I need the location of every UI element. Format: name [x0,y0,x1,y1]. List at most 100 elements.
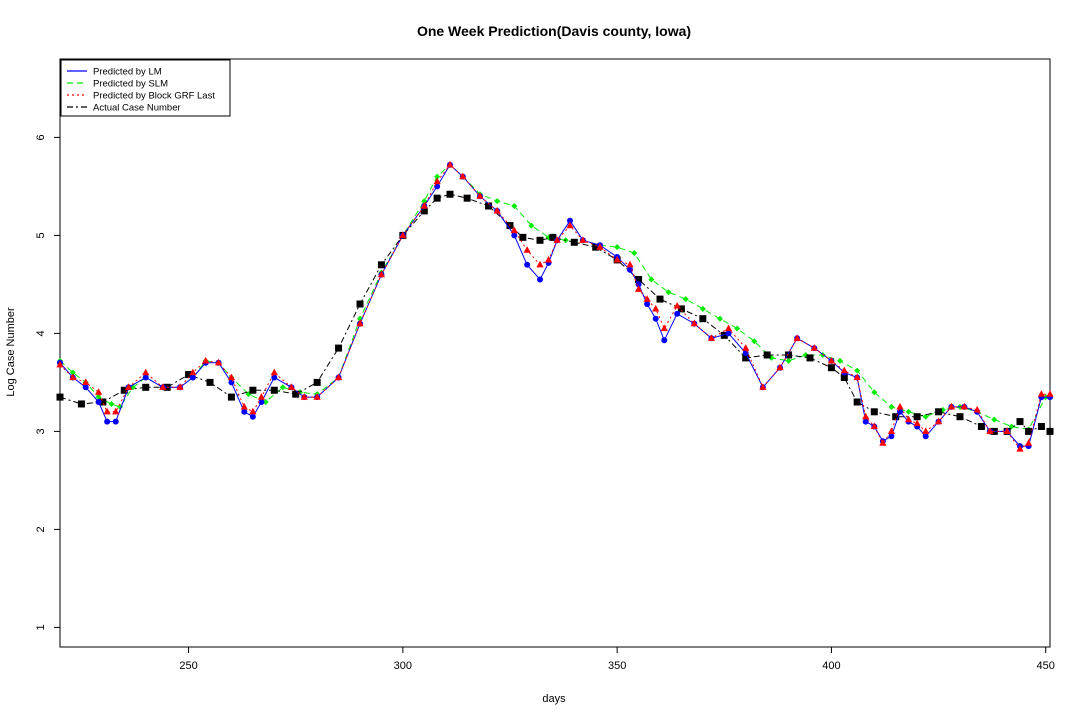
data-point [634,285,643,292]
legend-entry: Predicted by LM [93,67,162,78]
data-point [613,255,621,263]
data-point [690,319,698,327]
data-point [677,305,685,313]
data-point [270,386,278,394]
data-point [240,402,248,410]
data-point [763,351,771,359]
data-point [1046,390,1054,397]
data-point [271,374,278,381]
data-point [270,368,278,376]
data-point [991,416,998,423]
data-point [420,202,428,209]
data-point [553,236,561,243]
x-tick-label: 350 [608,660,626,672]
y-axis-label: Log Case Number [5,307,17,397]
data-point [592,243,600,251]
data-point [935,408,943,416]
data-point [142,374,149,381]
data-point [287,383,296,390]
data-point [434,183,441,190]
data-point [228,379,235,386]
data-point [960,402,968,410]
data-point [82,384,89,391]
data-point [892,413,900,421]
data-point [1046,427,1054,435]
data-point [897,408,903,415]
series-layer [56,160,1054,452]
data-point [913,419,921,427]
legend-entry: Predicted by SLM [93,79,168,90]
data-point [934,417,943,425]
data-point [652,315,659,322]
data-point [656,295,664,303]
data-point [313,378,321,386]
data-point [665,289,672,296]
data-point [870,408,878,416]
data-point [922,427,930,434]
data-point [335,344,343,352]
y-tick-label: 3 [35,428,47,434]
x-tick-label: 300 [394,660,412,672]
data-point [494,198,501,205]
data-point [510,226,518,234]
data-point [973,405,981,413]
data-point [785,351,793,359]
data-point [643,295,651,302]
data-point [570,238,578,246]
data-point [56,360,64,368]
data-point [896,402,904,410]
data-point [459,172,467,180]
data-point [725,330,732,337]
data-point [579,236,587,243]
data-point [614,244,621,251]
data-point [99,398,107,406]
data-point [528,222,535,229]
data-point [249,386,257,394]
y-tick-label: 2 [35,526,47,532]
data-point [420,207,428,215]
data-point [356,319,364,327]
data-point [94,388,103,395]
data-point [871,389,878,396]
data-point [124,383,133,390]
data-point [103,407,111,415]
y-tick-label: 6 [35,134,47,140]
legend-entry: Predicted by Block GRF Last [93,91,215,102]
data-point [806,354,814,362]
data-point [810,344,818,351]
series-predicted-by-slm [57,161,1049,433]
data-point [862,412,870,420]
data-point [627,266,633,273]
data-point [524,261,531,268]
data-point [493,206,501,214]
data-point [189,374,196,381]
data-point [1037,390,1046,397]
data-point [977,423,985,430]
data-point [519,233,527,241]
data-point [434,173,441,180]
y-tick-label: 5 [35,232,47,238]
data-point [888,403,895,410]
data-point [82,378,90,385]
data-point [104,418,111,425]
data-point [300,393,308,400]
data-point [631,250,638,257]
data-point [922,413,929,420]
data-point [1024,439,1033,446]
data-point [986,427,994,434]
data-point [120,386,128,394]
data-point [853,373,861,381]
data-point [635,281,642,288]
data-point [433,177,441,185]
data-point [840,374,848,381]
data-point [673,301,681,309]
data-point [862,418,869,425]
data-point [840,366,848,374]
data-point [536,260,544,268]
data-point [159,383,167,390]
data-point [69,373,77,381]
data-point [69,369,76,376]
data-point [922,433,929,440]
